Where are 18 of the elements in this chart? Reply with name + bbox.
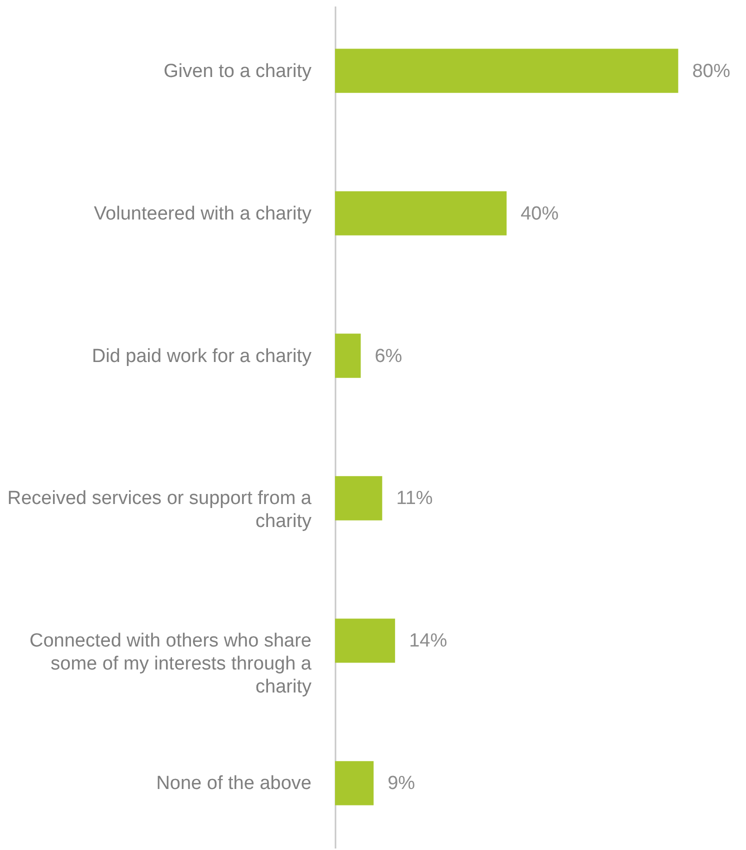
data-label: 14% xyxy=(409,630,448,652)
data-label: 11% xyxy=(396,488,433,510)
data-label: 9% xyxy=(388,773,416,794)
bar xyxy=(335,334,361,378)
y-tick-label: None of the above xyxy=(156,773,312,794)
y-tick-label: Connected with others who share some of my interests through a charity xyxy=(30,630,312,698)
y-tick-label: Did paid work for a charity xyxy=(92,346,312,367)
y-tick-label: Volunteered with a charity xyxy=(94,203,312,224)
bar xyxy=(335,618,396,663)
y-tick-label: Received services or support from a charity xyxy=(7,488,312,532)
y-tick-label: Given to a charity xyxy=(164,60,312,82)
data-label: 80% xyxy=(692,60,730,82)
bar xyxy=(335,48,678,93)
bar xyxy=(335,761,374,806)
data-label: 40% xyxy=(520,203,559,224)
bar xyxy=(335,476,382,520)
bar xyxy=(335,191,507,236)
data-label: 6% xyxy=(374,346,402,367)
